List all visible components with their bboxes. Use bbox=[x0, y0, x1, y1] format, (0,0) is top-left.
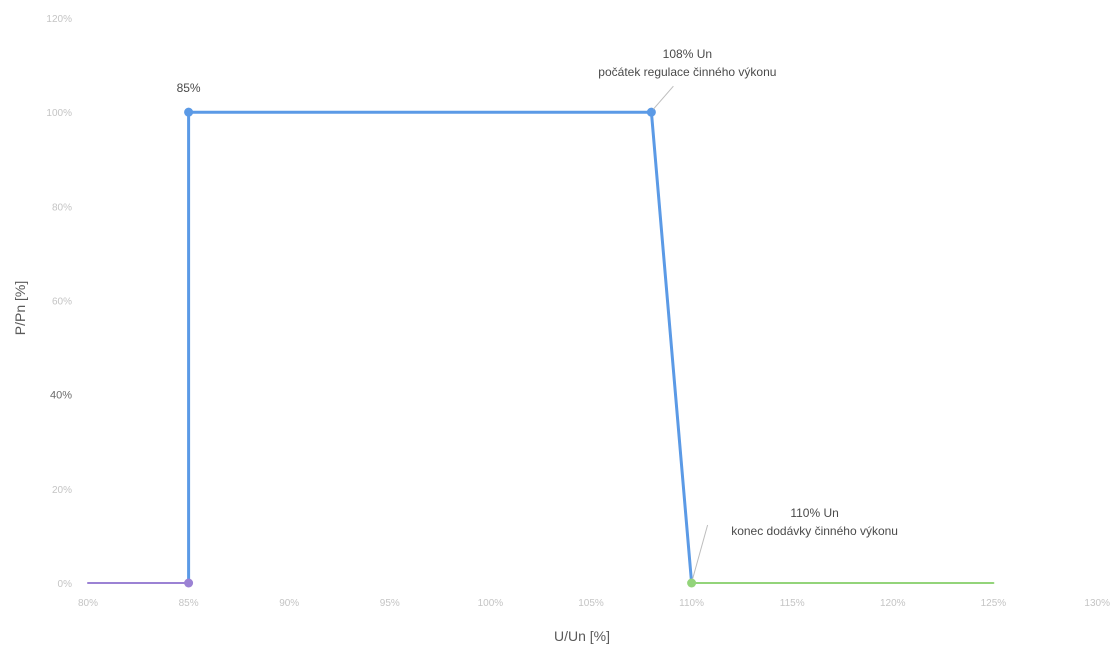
x-tick-label: 110% bbox=[679, 598, 704, 609]
x-axis-ticks: 80% 85% 90% 95% 100% 105% 110% 115% 120% 125% 130% bbox=[78, 598, 1110, 609]
y-axis-ticks: 0% 20% 40% 60% 80% 100% 120% bbox=[46, 14, 72, 590]
annotation-leader-line bbox=[692, 524, 709, 580]
x-tick-label: 105% bbox=[578, 598, 604, 609]
y-tick-label: 80% bbox=[52, 202, 72, 213]
y-tick-label: 120% bbox=[46, 14, 72, 25]
annotation-label: 108% Un bbox=[663, 47, 712, 61]
y-tick-label: 20% bbox=[52, 485, 72, 496]
annotation-label: konec dodávky činného výkonu bbox=[731, 524, 898, 538]
x-tick-label: 85% bbox=[179, 598, 199, 609]
x-tick-label: 125% bbox=[981, 598, 1007, 609]
x-tick-label: 80% bbox=[78, 598, 98, 609]
series-point bbox=[646, 107, 656, 117]
x-tick-label: 120% bbox=[880, 598, 906, 609]
series-point bbox=[184, 578, 194, 588]
y-axis-title: P/Pn [%] bbox=[12, 281, 28, 335]
x-axis-title: U/Un [%] bbox=[554, 628, 610, 644]
x-tick-label: 115% bbox=[780, 598, 805, 609]
series-point bbox=[687, 578, 697, 588]
annotation-label: 85% bbox=[177, 81, 201, 95]
y-tick-label: 100% bbox=[46, 108, 72, 119]
x-tick-label: 95% bbox=[380, 598, 400, 609]
y-tick-label: 0% bbox=[58, 579, 73, 590]
series-layer bbox=[87, 107, 995, 588]
annotation-layer: 85% 108% Un počátek regulace činného výkon… bbox=[177, 47, 898, 580]
x-tick-label: 130% bbox=[1084, 598, 1110, 609]
annotation-label: počátek regulace činného výkonu bbox=[598, 65, 776, 79]
x-tick-label: 100% bbox=[478, 598, 504, 609]
annotation-leader-line bbox=[652, 85, 674, 110]
y-tick-label: 40% bbox=[50, 390, 72, 402]
annotation-label: 110% Un bbox=[790, 506, 838, 520]
series-line bbox=[187, 110, 694, 585]
x-tick-label: 90% bbox=[279, 598, 299, 609]
series-point bbox=[184, 107, 194, 117]
y-tick-label: 60% bbox=[52, 297, 72, 308]
